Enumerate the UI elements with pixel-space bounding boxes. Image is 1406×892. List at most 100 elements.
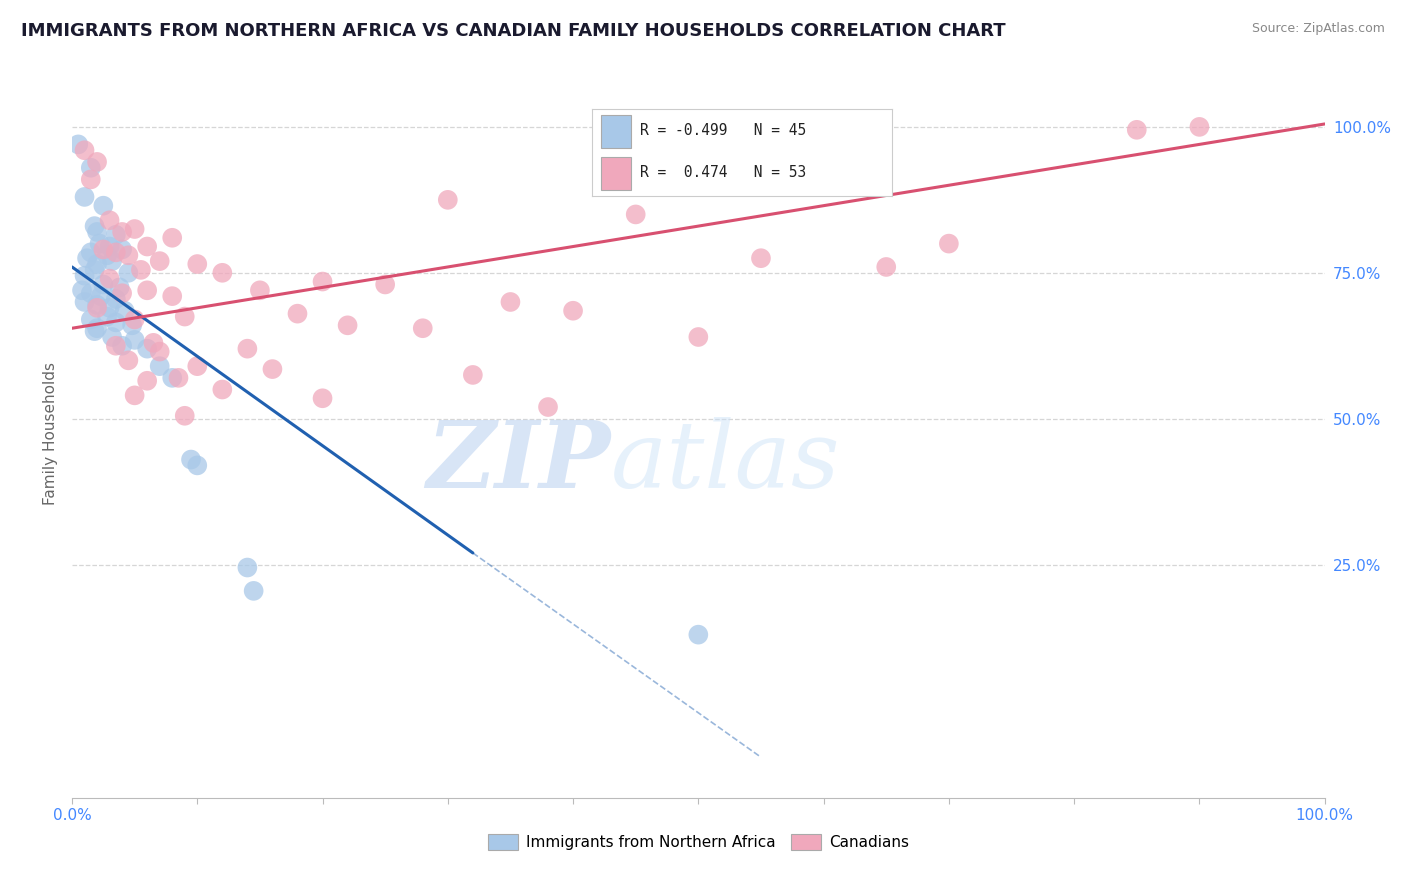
Point [80, 312, 103, 326]
Point [96, 248, 118, 262]
Point [186, 257, 208, 271]
Point [160, 371, 183, 385]
Point [129, 263, 152, 277]
Point [101, 330, 124, 344]
Point [167, 371, 190, 385]
Point [1126, 123, 1149, 137]
Point [104, 292, 127, 306]
Point [117, 266, 139, 280]
Point [142, 335, 165, 350]
Point [86, 301, 108, 315]
Point [537, 400, 560, 414]
Point [104, 227, 127, 242]
Point [73, 143, 96, 157]
Point [461, 368, 484, 382]
Text: Source: ZipAtlas.com: Source: ZipAtlas.com [1251, 22, 1385, 36]
Point [86, 225, 108, 239]
Point [111, 243, 134, 257]
Point [98, 301, 121, 315]
Point [186, 458, 208, 473]
Point [249, 283, 271, 297]
Point [90, 289, 112, 303]
Point [124, 222, 146, 236]
Point [262, 362, 284, 376]
Point [86, 257, 108, 271]
Point [111, 225, 134, 239]
Point [83, 263, 105, 277]
Point [749, 251, 772, 265]
Point [311, 391, 333, 405]
Point [70, 283, 93, 297]
Point [688, 330, 710, 344]
Point [111, 339, 134, 353]
Point [211, 383, 233, 397]
Point [242, 583, 264, 598]
Point [108, 280, 131, 294]
Point [89, 236, 111, 251]
Point [96, 310, 118, 324]
Point [136, 239, 159, 253]
Point [114, 303, 136, 318]
Point [136, 374, 159, 388]
Text: atlas: atlas [610, 417, 841, 508]
Point [73, 268, 96, 283]
Point [180, 452, 202, 467]
Point [80, 286, 103, 301]
Point [86, 321, 108, 335]
Point [124, 312, 146, 326]
Point [124, 333, 146, 347]
Point [412, 321, 434, 335]
Point [104, 245, 127, 260]
Point [121, 318, 143, 333]
Point [91, 199, 114, 213]
Point [136, 342, 159, 356]
Point [83, 219, 105, 233]
Point [173, 310, 195, 324]
Point [91, 277, 114, 292]
Point [136, 283, 159, 297]
Point [624, 207, 647, 221]
Point [149, 359, 172, 374]
Point [875, 260, 897, 274]
Point [374, 277, 396, 292]
Point [104, 315, 127, 329]
Point [117, 248, 139, 262]
Y-axis label: Family Households: Family Households [44, 362, 58, 505]
Point [1188, 120, 1211, 134]
Point [98, 239, 121, 253]
Point [86, 155, 108, 169]
Point [236, 560, 259, 574]
Point [117, 353, 139, 368]
Legend: Immigrants from Northern Africa, Canadians: Immigrants from Northern Africa, Canadia… [482, 828, 915, 856]
Point [111, 286, 134, 301]
Point [236, 342, 259, 356]
Point [98, 213, 121, 227]
Point [173, 409, 195, 423]
Point [186, 359, 208, 374]
Point [436, 193, 458, 207]
Point [160, 289, 183, 303]
Point [499, 295, 522, 310]
Text: IMMIGRANTS FROM NORTHERN AFRICA VS CANADIAN FAMILY HOUSEHOLDS CORRELATION CHART: IMMIGRANTS FROM NORTHERN AFRICA VS CANAD… [21, 22, 1005, 40]
Point [938, 236, 960, 251]
Point [124, 388, 146, 402]
Text: ZIP: ZIP [426, 417, 610, 508]
Point [91, 243, 114, 257]
Point [160, 231, 183, 245]
Point [98, 271, 121, 285]
Point [149, 344, 172, 359]
Point [688, 627, 710, 641]
Point [67, 137, 90, 152]
Point [73, 295, 96, 310]
Point [76, 251, 98, 265]
Point [336, 318, 359, 333]
Point [104, 339, 127, 353]
Point [562, 303, 585, 318]
Point [311, 275, 333, 289]
Point [80, 161, 103, 175]
Point [86, 298, 108, 312]
Point [73, 190, 96, 204]
Point [83, 324, 105, 338]
Point [80, 245, 103, 260]
Point [149, 254, 172, 268]
